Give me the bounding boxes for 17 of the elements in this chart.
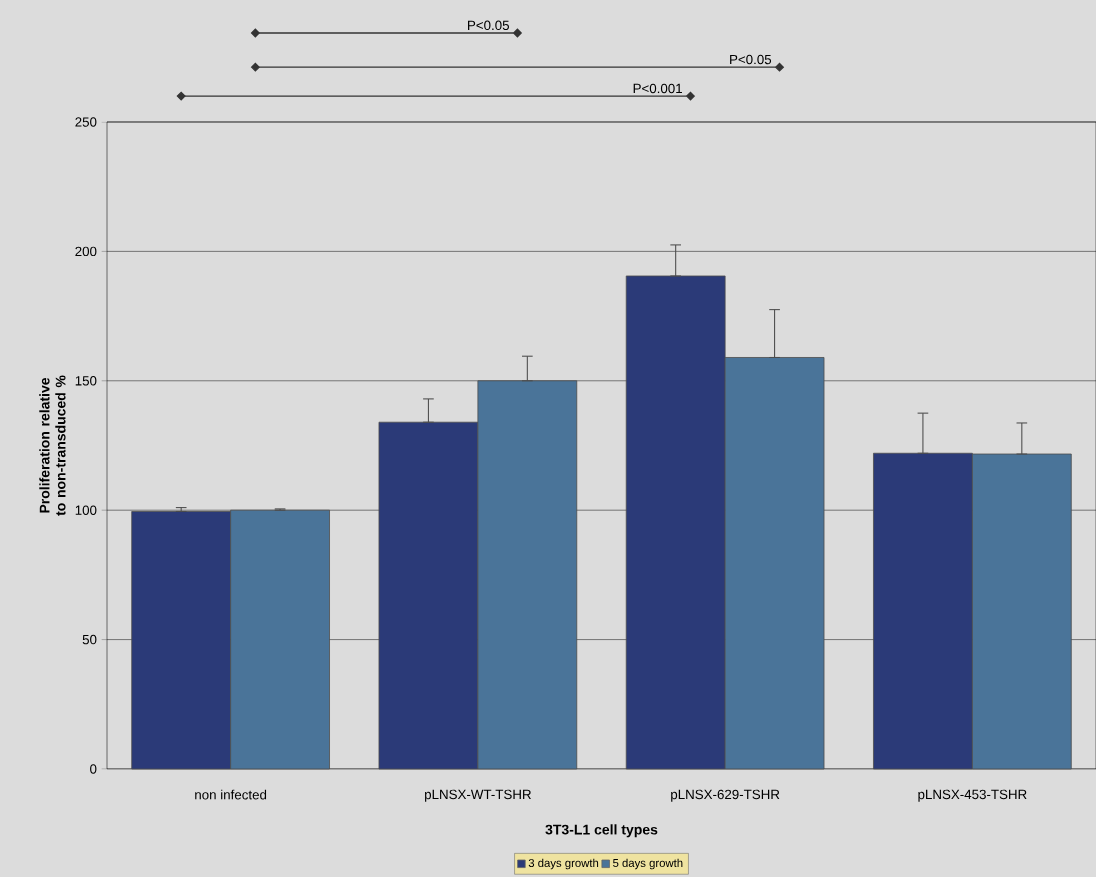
legend-label: 5 days growth bbox=[613, 858, 683, 870]
x-tick-label: pLNSX-453-TSHR bbox=[918, 789, 1027, 802]
text: P<0.05 bbox=[468, 20, 509, 31]
y-tick-label: 250 bbox=[75, 117, 97, 127]
text: P<0.001 bbox=[633, 83, 682, 94]
x-tick-label: pLNSX-629-TSHR bbox=[671, 789, 780, 802]
y-tick-label: 200 bbox=[75, 246, 97, 257]
x-tick-label: non infected bbox=[195, 789, 267, 800]
x-axis-title: 3T3-L1 cell types bbox=[545, 824, 658, 838]
x-tick-label: pLNSX-WT-TSHR bbox=[425, 789, 531, 802]
legend-label: 3 days growth bbox=[528, 858, 599, 870]
y-tick-label: 0 bbox=[90, 764, 97, 774]
y-tick-label: 50 bbox=[82, 634, 97, 645]
y-tick-label: 150 bbox=[75, 376, 97, 386]
y-tick-label: 100 bbox=[75, 505, 97, 515]
text: P<0.05 bbox=[730, 54, 772, 65]
y-axis-title: Proliferation relative to non-transduced % bbox=[39, 375, 66, 516]
